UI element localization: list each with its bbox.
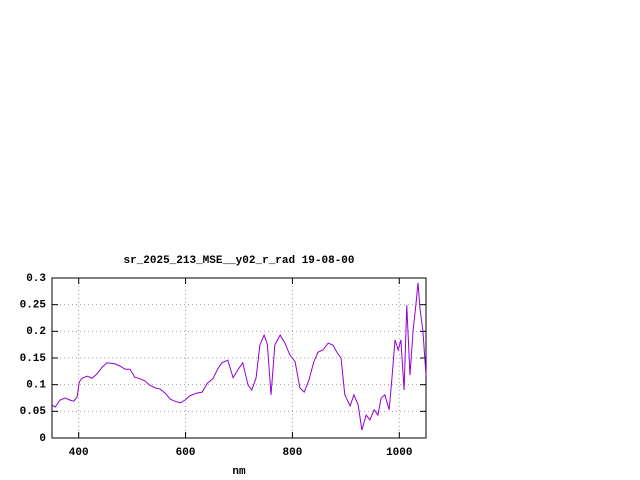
y-tick-label: 0.3 — [26, 273, 46, 285]
y-tick-label: 0.2 — [26, 326, 46, 338]
plot-border — [51, 277, 427, 439]
x-tick-label: 800 — [283, 447, 303, 459]
x-tick-label: 400 — [69, 447, 89, 459]
x-tick-label: 600 — [176, 447, 196, 459]
y-tick-label: 0.15 — [20, 353, 47, 365]
x-tick-label: 1000 — [386, 447, 412, 459]
data-line — [51, 282, 427, 431]
x-axis-label: nm — [232, 466, 246, 478]
y-tick-label: 0 — [39, 433, 46, 445]
y-tick-label: 0.25 — [20, 300, 47, 312]
chart-title: sr_2025_213_MSE__y02_r_rad 19-08-00 — [123, 255, 354, 267]
y-tick-label: 0.05 — [20, 406, 47, 418]
y-tick-label: 0.1 — [26, 380, 46, 392]
